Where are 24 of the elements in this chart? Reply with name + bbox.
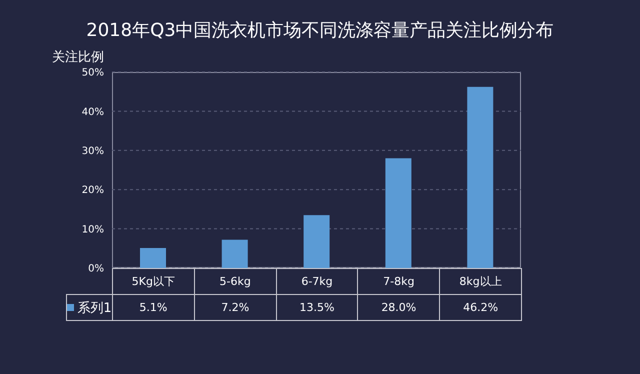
chart-title: 2018年Q3中国洗衣机市场不同洗涤容量产品关注比例分布 [85,19,555,42]
x-tick-label: 8kg以上 [439,268,522,295]
legend-label: 系列1 [66,294,113,321]
x-tick-label: 7-8kg [357,268,440,295]
y-tick-label: 10% [82,224,104,236]
y-tick-label: 0% [88,264,104,275]
y-axis-title: 关注比例 [52,49,104,66]
y-tick-label: 40% [82,106,104,118]
bar [140,248,166,268]
x-tick-label: 5-6kg [194,268,277,295]
bar [222,240,248,268]
text: 46.2% [463,301,498,314]
y-tick-label: 30% [82,146,104,157]
x-tick-label: 6-7kg [276,268,358,295]
bar [385,158,412,268]
bar [467,86,494,268]
y-tick-label: 50% [82,68,104,79]
y-tick-label: 20% [82,185,104,196]
bar [304,215,330,268]
text: 5.1% [139,301,168,314]
text: 13.5% [300,301,334,314]
text: 28.0% [381,301,416,314]
text: 7.2% [221,301,250,314]
x-tick-label: 5Kg以下 [112,268,195,295]
